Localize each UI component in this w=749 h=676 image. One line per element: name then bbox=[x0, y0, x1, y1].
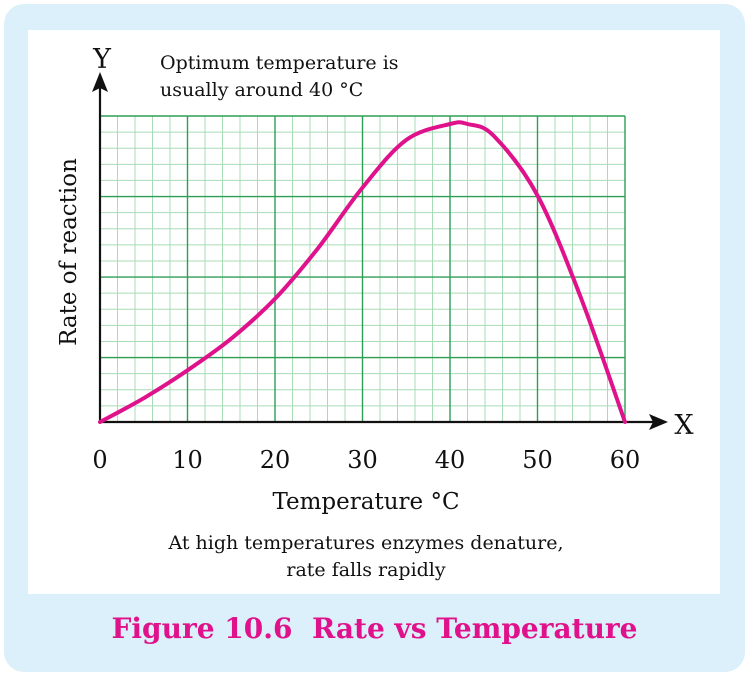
x-tick-label: 0 bbox=[92, 446, 107, 474]
figure-caption-text: Figure 10.6 Rate vs Temperature bbox=[111, 612, 638, 645]
x-tick-label: 20 bbox=[260, 446, 291, 474]
x-tick-label: 60 bbox=[610, 446, 641, 474]
y-axis-letter: Y bbox=[92, 44, 112, 75]
x-tick-label: 30 bbox=[347, 446, 378, 474]
labels: 0 10 20 30 40 50 60 X Y Temperature °C Rate of rea… bbox=[56, 44, 694, 581]
chart-panel bbox=[28, 30, 720, 594]
y-axis-arrow bbox=[92, 72, 108, 92]
x-tick-label: 50 bbox=[522, 446, 553, 474]
x-axis-arrow bbox=[649, 414, 668, 430]
x-tick-label: 10 bbox=[172, 446, 203, 474]
x-tick-label: 40 bbox=[435, 446, 466, 474]
rate-vs-temperature-chart: 0 10 20 30 40 50 60 X Y Temperature °C Rate of rea… bbox=[56, 44, 694, 581]
annotation-top-line-1: Optimum temperature is bbox=[160, 52, 399, 74]
figure-frame: 0 10 20 30 40 50 60 X Y Temperature °C Rate of rea… bbox=[4, 4, 745, 672]
axes bbox=[92, 72, 668, 430]
figure-caption: Figure 10.6 Rate vs Temperature bbox=[4, 596, 745, 662]
annotation-bottom-line-1: At high temperatures enzymes denature, bbox=[167, 532, 563, 554]
annotation-bottom-line-2: rate falls rapidly bbox=[286, 559, 446, 581]
grid bbox=[99, 115, 626, 423]
annotation-top-line-2: usually around 40 °C bbox=[160, 79, 363, 101]
series bbox=[98, 120, 627, 424]
x-axis-title: Temperature °C bbox=[272, 489, 459, 515]
x-axis-letter: X bbox=[674, 410, 694, 441]
series-line bbox=[98, 120, 627, 424]
y-axis-title: Rate of reaction bbox=[56, 158, 82, 346]
